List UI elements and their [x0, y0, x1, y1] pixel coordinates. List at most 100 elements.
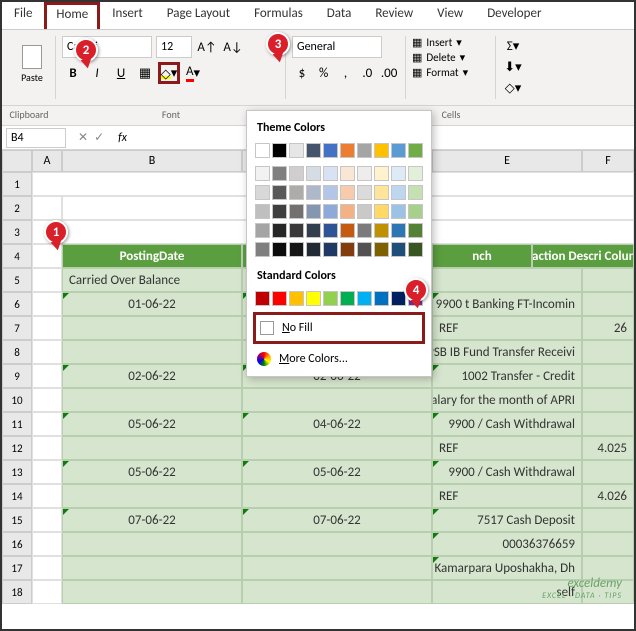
underline-button[interactable]: U	[110, 62, 132, 84]
tab-data[interactable]: Data	[315, 2, 364, 29]
row-header[interactable]: 8	[2, 340, 32, 364]
fill-down-button[interactable]: ⬇▾	[502, 57, 524, 78]
color-swatch[interactable]	[391, 242, 406, 257]
row-header[interactable]: 16	[2, 532, 32, 556]
cell[interactable]: 04-06-22	[242, 412, 432, 436]
row-header[interactable]: 3	[2, 220, 32, 244]
color-swatch[interactable]	[306, 143, 321, 158]
fx-label[interactable]: fx	[112, 131, 133, 145]
color-swatch[interactable]	[340, 143, 355, 158]
color-swatch[interactable]	[306, 204, 321, 219]
cell[interactable]	[582, 364, 634, 388]
color-swatch[interactable]	[408, 185, 423, 200]
color-swatch[interactable]	[255, 291, 270, 306]
cell[interactable]	[242, 484, 432, 508]
delete-cells-button[interactable]: ▦ Delete ▾	[412, 51, 489, 64]
row-header[interactable]: 6	[2, 292, 32, 316]
cell[interactable]: 7517 Cash Deposit	[432, 508, 582, 532]
tab-insert[interactable]: Insert	[100, 2, 155, 29]
decrease-font-icon[interactable]: A↓	[222, 36, 244, 58]
cell[interactable]	[62, 580, 242, 604]
color-swatch[interactable]	[255, 166, 270, 181]
cell[interactable]: 07-06-22	[62, 508, 242, 532]
more-colors-option[interactable]: More Colors...	[253, 348, 425, 370]
col-header-b[interactable]: B	[62, 150, 242, 172]
decrease-decimal-button[interactable]: .00	[379, 62, 399, 84]
col-header-f[interactable]: F	[582, 150, 634, 172]
cell[interactable]	[62, 556, 242, 580]
header-nch[interactable]: nch	[432, 244, 532, 268]
cell[interactable]: 4.025	[582, 436, 634, 460]
color-swatch[interactable]	[289, 166, 304, 181]
col-header-e[interactable]: E	[432, 150, 582, 172]
cell[interactable]	[62, 484, 242, 508]
color-swatch[interactable]	[255, 143, 270, 158]
row-header[interactable]: 13	[2, 460, 32, 484]
color-swatch[interactable]	[374, 223, 389, 238]
increase-font-icon[interactable]: A↑	[196, 36, 218, 58]
color-swatch[interactable]	[306, 242, 321, 257]
cell[interactable]	[242, 436, 432, 460]
color-swatch[interactable]	[289, 223, 304, 238]
color-swatch[interactable]	[340, 204, 355, 219]
increase-decimal-button[interactable]: .0	[357, 62, 377, 84]
cell[interactable]: 01-06-22	[62, 292, 242, 316]
color-swatch[interactable]	[306, 185, 321, 200]
comma-button[interactable]: ,	[336, 62, 356, 84]
font-size-select[interactable]	[156, 36, 192, 58]
no-fill-option[interactable]: No Fill	[253, 312, 425, 344]
tab-formulas[interactable]: Formulas	[242, 2, 315, 29]
color-swatch[interactable]	[289, 185, 304, 200]
color-swatch[interactable]	[408, 143, 423, 158]
color-swatch[interactable]	[374, 185, 389, 200]
cell[interactable]: 1002 Transfer - Credit	[432, 364, 582, 388]
color-swatch[interactable]	[272, 291, 287, 306]
cell[interactable]: REF	[432, 436, 582, 460]
cell[interactable]	[62, 316, 242, 340]
color-swatch[interactable]	[272, 143, 287, 158]
cell[interactable]	[242, 388, 432, 412]
color-swatch[interactable]	[374, 242, 389, 257]
cell[interactable]	[62, 436, 242, 460]
tab-file[interactable]: File	[2, 2, 44, 29]
color-swatch[interactable]	[272, 204, 287, 219]
color-swatch[interactable]	[340, 242, 355, 257]
color-swatch[interactable]	[323, 291, 338, 306]
name-box[interactable]	[6, 128, 66, 148]
color-swatch[interactable]	[272, 242, 287, 257]
currency-button[interactable]: $	[292, 62, 312, 84]
cell[interactable]	[242, 532, 432, 556]
cell[interactable]	[582, 412, 634, 436]
color-swatch[interactable]	[340, 223, 355, 238]
row-header[interactable]: 1	[2, 172, 32, 196]
cell[interactable]: 9900 / Cash Withdrawal	[432, 460, 582, 484]
cell[interactable]: Salary for the month of APRI	[432, 388, 582, 412]
color-swatch[interactable]	[357, 185, 372, 200]
color-swatch[interactable]	[374, 143, 389, 158]
color-swatch[interactable]	[340, 185, 355, 200]
color-swatch[interactable]	[357, 204, 372, 219]
color-swatch[interactable]	[306, 166, 321, 181]
bold-button[interactable]: B	[62, 62, 84, 84]
cell[interactable]	[582, 292, 634, 316]
cell[interactable]	[582, 460, 634, 484]
row-header[interactable]: 4	[2, 244, 32, 268]
format-cells-button[interactable]: ▦ Format ▾	[412, 66, 489, 79]
cell[interactable]: 00036376659	[432, 532, 582, 556]
cell[interactable]	[582, 268, 634, 292]
color-swatch[interactable]	[289, 242, 304, 257]
tab-view[interactable]: View	[425, 2, 475, 29]
insert-cells-button[interactable]: ▦ Insert ▾	[412, 36, 489, 49]
row-header[interactable]: 10	[2, 388, 32, 412]
color-swatch[interactable]	[272, 185, 287, 200]
row-header[interactable]: 15	[2, 508, 32, 532]
color-swatch[interactable]	[391, 185, 406, 200]
cell[interactable]	[62, 532, 242, 556]
cell[interactable]: 9900 / Cash Withdrawal	[432, 412, 582, 436]
cancel-icon[interactable]: ✕	[78, 130, 88, 145]
color-swatch[interactable]	[272, 166, 287, 181]
percent-button[interactable]: %	[314, 62, 334, 84]
color-swatch[interactable]	[408, 223, 423, 238]
clear-button[interactable]: ◇▾	[502, 78, 524, 99]
cell[interactable]	[582, 508, 634, 532]
